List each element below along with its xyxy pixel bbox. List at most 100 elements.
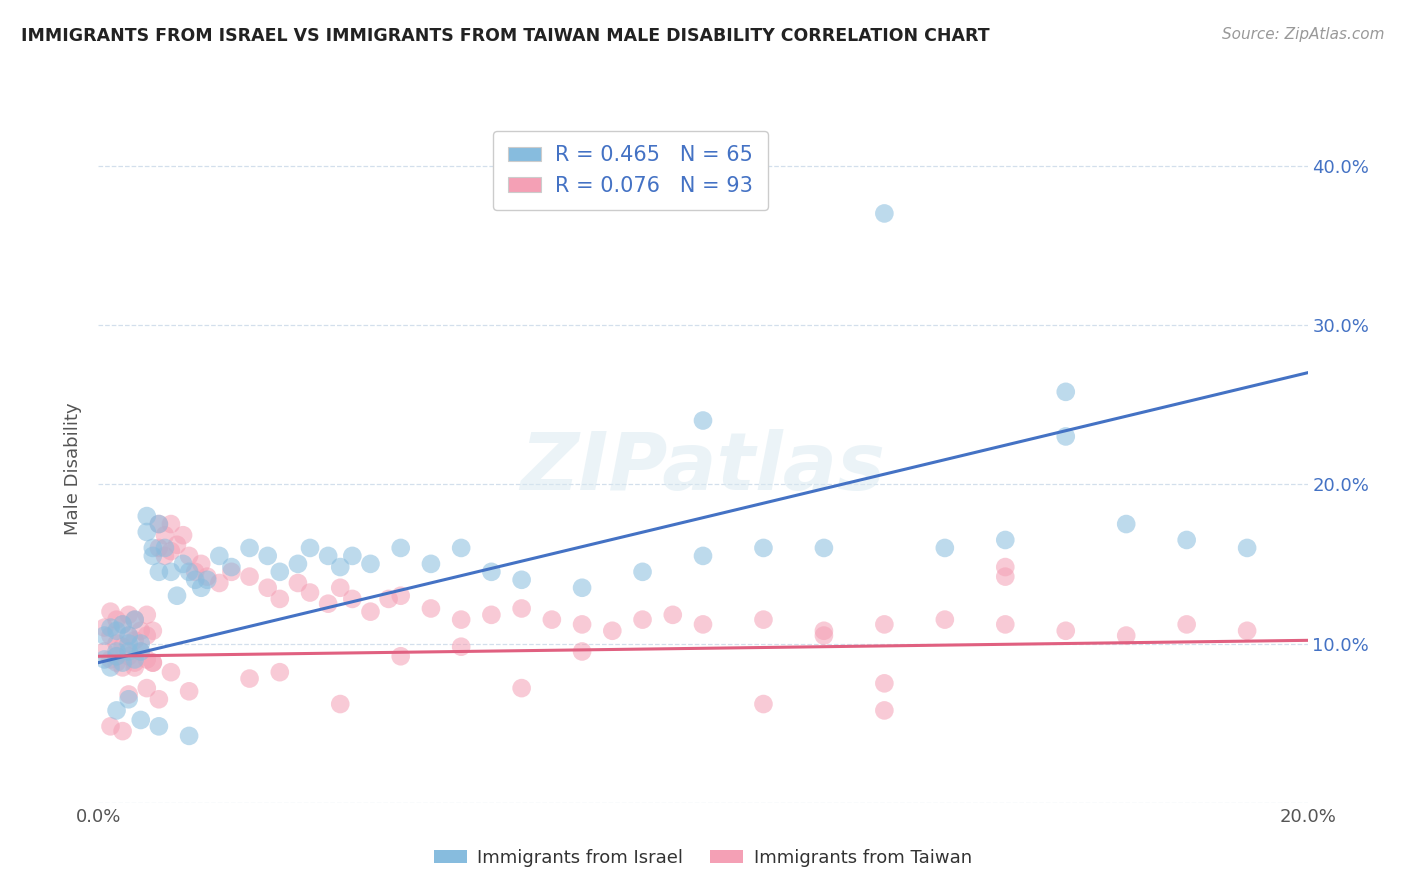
Point <box>179 565 201 579</box>
Point <box>481 565 503 579</box>
Point <box>994 569 1017 583</box>
Point <box>172 557 194 571</box>
Point <box>510 681 533 695</box>
Point <box>602 624 624 638</box>
Point <box>873 206 896 220</box>
Point <box>813 624 835 638</box>
Point <box>287 557 309 571</box>
Point <box>111 656 134 670</box>
Point <box>256 549 278 563</box>
Point <box>1054 384 1077 399</box>
Text: ZIPatlas: ZIPatlas <box>520 429 886 508</box>
Point <box>148 565 170 579</box>
Point <box>118 607 141 622</box>
Point <box>129 713 152 727</box>
Point <box>571 581 593 595</box>
Point <box>100 605 122 619</box>
Point <box>571 644 593 658</box>
Point <box>510 601 533 615</box>
Point <box>105 649 128 664</box>
Point <box>389 541 412 555</box>
Point <box>179 549 201 563</box>
Point <box>166 589 188 603</box>
Point <box>299 585 322 599</box>
Point <box>450 613 472 627</box>
Point <box>179 684 201 698</box>
Y-axis label: Male Disability: Male Disability <box>65 402 83 534</box>
Point <box>148 719 170 733</box>
Point <box>450 541 472 555</box>
Point <box>1115 628 1137 642</box>
Point <box>377 591 399 606</box>
Point <box>481 607 503 622</box>
Point <box>329 697 352 711</box>
Point <box>662 607 685 622</box>
Point <box>813 541 835 555</box>
Point <box>631 565 654 579</box>
Point <box>142 549 165 563</box>
Point <box>142 541 165 555</box>
Point <box>1236 624 1258 638</box>
Point <box>360 557 382 571</box>
Point <box>208 549 231 563</box>
Point <box>93 644 115 658</box>
Point <box>994 617 1017 632</box>
Point <box>100 652 122 666</box>
Point <box>135 509 157 524</box>
Point <box>135 652 157 666</box>
Point <box>135 628 157 642</box>
Point <box>124 633 146 648</box>
Point <box>142 624 165 638</box>
Point <box>692 617 714 632</box>
Point <box>166 538 188 552</box>
Point <box>221 565 243 579</box>
Point <box>752 697 775 711</box>
Point <box>873 703 896 717</box>
Point <box>184 565 207 579</box>
Point <box>118 688 141 702</box>
Point <box>934 541 956 555</box>
Point <box>190 557 212 571</box>
Point <box>934 613 956 627</box>
Point <box>873 676 896 690</box>
Point <box>813 628 835 642</box>
Point <box>111 724 134 739</box>
Point <box>118 628 141 642</box>
Point <box>111 660 134 674</box>
Point <box>160 517 183 532</box>
Point <box>1054 624 1077 638</box>
Point <box>994 533 1017 547</box>
Point <box>100 719 122 733</box>
Point <box>118 649 141 664</box>
Point <box>269 591 291 606</box>
Point <box>316 597 339 611</box>
Point <box>118 644 141 658</box>
Point <box>118 628 141 642</box>
Point <box>994 560 1017 574</box>
Point <box>105 624 128 638</box>
Point <box>135 681 157 695</box>
Point <box>129 644 152 658</box>
Point <box>1236 541 1258 555</box>
Point <box>692 413 714 427</box>
Point <box>148 541 170 555</box>
Point <box>111 640 134 654</box>
Point <box>160 565 183 579</box>
Point <box>153 549 176 563</box>
Point <box>420 557 443 571</box>
Point <box>124 613 146 627</box>
Point <box>208 576 231 591</box>
Point <box>450 640 472 654</box>
Point <box>129 636 152 650</box>
Point <box>148 692 170 706</box>
Point <box>269 565 291 579</box>
Legend: Immigrants from Israel, Immigrants from Taiwan: Immigrants from Israel, Immigrants from … <box>427 842 979 874</box>
Point <box>571 617 593 632</box>
Point <box>153 541 176 555</box>
Point <box>124 652 146 666</box>
Point <box>1115 517 1137 532</box>
Point <box>118 636 141 650</box>
Point <box>342 549 364 563</box>
Point <box>510 573 533 587</box>
Point <box>124 660 146 674</box>
